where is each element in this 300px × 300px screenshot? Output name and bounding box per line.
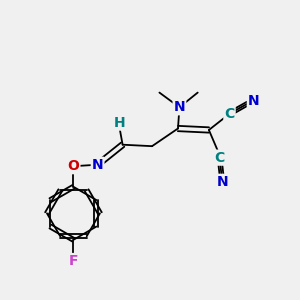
Text: N: N bbox=[248, 94, 260, 108]
Text: O: O bbox=[68, 159, 80, 173]
Text: F: F bbox=[69, 254, 78, 268]
Text: H: H bbox=[114, 116, 125, 130]
Text: C: C bbox=[214, 151, 224, 165]
Text: N: N bbox=[92, 158, 103, 172]
Text: C: C bbox=[224, 107, 235, 121]
Text: N: N bbox=[216, 175, 228, 189]
Text: N: N bbox=[174, 100, 185, 114]
